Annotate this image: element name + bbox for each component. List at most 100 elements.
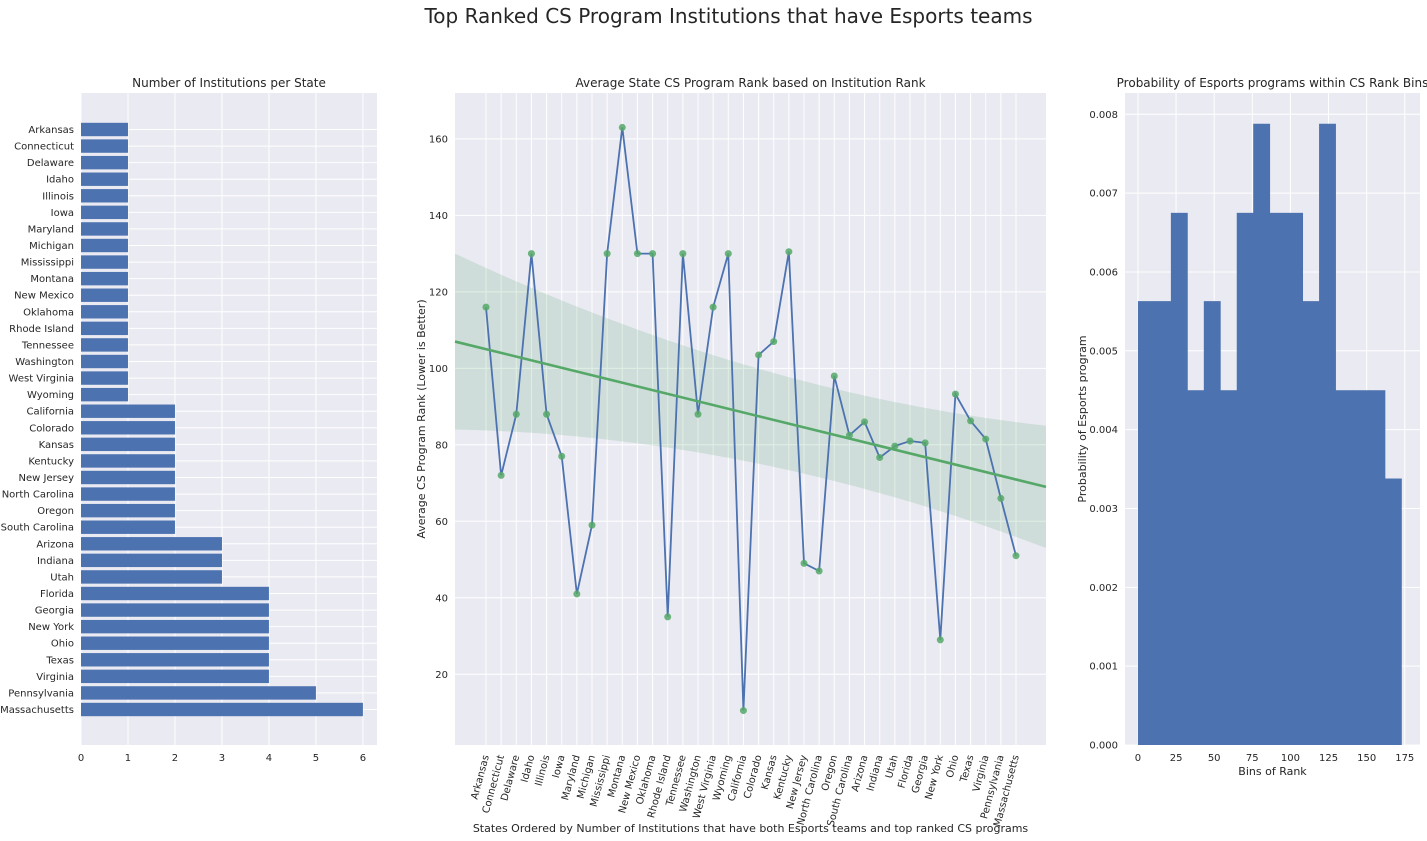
y-tick-label: 40 <box>435 593 448 604</box>
bar-arkansas <box>81 122 128 137</box>
bar-kansas <box>81 437 175 452</box>
x-tick-label: 0 <box>78 753 84 764</box>
y-tick-label: Wyoming <box>27 390 74 401</box>
histogram-bar <box>1137 301 1155 745</box>
bar-utah <box>81 570 222 584</box>
bar-maryland <box>81 222 128 236</box>
x-tick-label: 175 <box>1395 753 1414 764</box>
y-tick-label: Washington <box>15 357 74 368</box>
y-tick-label: Maryland <box>28 224 74 235</box>
x-tick-label: 0 <box>1135 753 1141 764</box>
point-utah <box>891 442 899 450</box>
bar-virginia <box>81 669 269 684</box>
y-tick-label: 0.000 <box>1089 741 1118 752</box>
y-tick-label: Arkansas <box>28 125 74 136</box>
y-tick-label: Virginia <box>36 672 74 683</box>
rank-line <box>485 127 1017 711</box>
histogram-bar <box>1187 390 1205 745</box>
point-west-virginia <box>709 303 717 311</box>
histogram-bar <box>1269 212 1287 745</box>
y-tick-label: Massachusetts <box>0 705 74 716</box>
point-new-mexico <box>633 250 641 258</box>
bar-pennsylvania <box>81 686 316 700</box>
bar-kentucky <box>81 454 175 468</box>
x-tick-label: 2 <box>172 753 178 764</box>
y-tick-label: 160 <box>429 134 448 145</box>
y-tick-label: New Jersey <box>19 473 75 484</box>
bar-idaho <box>81 172 128 186</box>
average-rank-panel: 20406080100120140160ArkansasConnecticutD… <box>415 76 1047 835</box>
y-tick-label: New York <box>28 622 74 633</box>
point-arkansas <box>482 303 490 311</box>
bar-montana <box>81 271 128 286</box>
panel-title: Probability of Esports programs within C… <box>1117 76 1427 90</box>
bar-ohio <box>81 636 269 650</box>
bar-tennessee <box>81 338 128 352</box>
point-connecticut <box>497 471 505 479</box>
y-tick-label: Oregon <box>37 506 74 517</box>
x-tick-label: Ohio <box>945 754 962 779</box>
point-georgia <box>921 439 929 447</box>
y-tick-label: California <box>27 407 75 418</box>
point-illinois <box>543 410 551 418</box>
bar-wyoming <box>81 387 128 402</box>
histogram-bar <box>1236 212 1254 745</box>
y-tick-label: 60 <box>435 517 448 528</box>
x-tick-label: 25 <box>1170 753 1183 764</box>
y-tick-label: 120 <box>429 287 448 298</box>
point-mississippi <box>603 250 611 258</box>
y-tick-label: 0.001 <box>1089 662 1118 673</box>
point-texas <box>967 417 975 425</box>
point-washington <box>694 410 702 418</box>
bar-north-carolina <box>81 487 175 501</box>
bar-oregon <box>81 503 175 518</box>
x-axis-label: States Ordered by Number of Institutions… <box>473 822 1029 835</box>
point-oregon <box>830 372 838 380</box>
bar-south-carolina <box>81 520 175 534</box>
x-tick-label: 1 <box>125 753 131 764</box>
y-tick-label: Rhode Island <box>9 324 74 335</box>
bar-arizona <box>81 537 222 551</box>
y-tick-label: 0.005 <box>1089 346 1118 357</box>
y-tick-label: 0.004 <box>1089 425 1118 436</box>
y-tick-label: 0.002 <box>1089 583 1118 594</box>
x-tick-label: 4 <box>266 753 272 764</box>
histogram-bar <box>1335 390 1353 745</box>
point-kentucky <box>785 248 793 256</box>
x-tick-label: 3 <box>219 753 225 764</box>
point-florida <box>906 437 914 445</box>
y-tick-label: 140 <box>429 211 448 222</box>
y-tick-label: Michigan <box>29 241 74 252</box>
figure-title: Top Ranked CS Program Institutions that … <box>424 4 1033 28</box>
bar-georgia <box>81 603 269 617</box>
y-tick-label: Mississippi <box>21 258 74 269</box>
x-tick-label: 125 <box>1319 753 1338 764</box>
bar-texas <box>81 653 269 667</box>
y-axis-label: Average CS Program Rank (Lower is Better… <box>415 299 428 538</box>
histogram-bar <box>1319 123 1336 746</box>
x-tick-label: Utah <box>884 754 901 780</box>
y-tick-label: Iowa <box>51 208 74 219</box>
y-tick-label: Arizona <box>36 539 74 550</box>
x-axis-label: Bins of Rank <box>1238 765 1307 778</box>
x-tick-label: Iowa <box>551 754 568 779</box>
point-kansas <box>770 338 778 346</box>
point-maryland <box>573 590 581 598</box>
bar-mississippi <box>81 255 128 269</box>
y-tick-label: 0.006 <box>1089 267 1118 278</box>
y-tick-label: Montana <box>30 274 74 285</box>
y-tick-label: Utah <box>50 572 74 583</box>
histogram-bar <box>1220 390 1238 745</box>
bar-colorado <box>81 421 175 435</box>
point-massachusetts <box>1012 552 1020 560</box>
point-oklahoma <box>649 250 657 258</box>
histogram-bar <box>1154 301 1172 745</box>
bar-california <box>81 404 175 418</box>
y-tick-label: Colorado <box>29 423 74 434</box>
bar-michigan <box>81 238 128 253</box>
esports-probability-panel: 0.000 0.001 0.002 0.003 0.004 0.005 0.006 0.007… <box>1076 76 1427 778</box>
point-indiana <box>876 454 884 462</box>
point-iowa <box>558 452 566 460</box>
plot-area <box>81 93 377 745</box>
